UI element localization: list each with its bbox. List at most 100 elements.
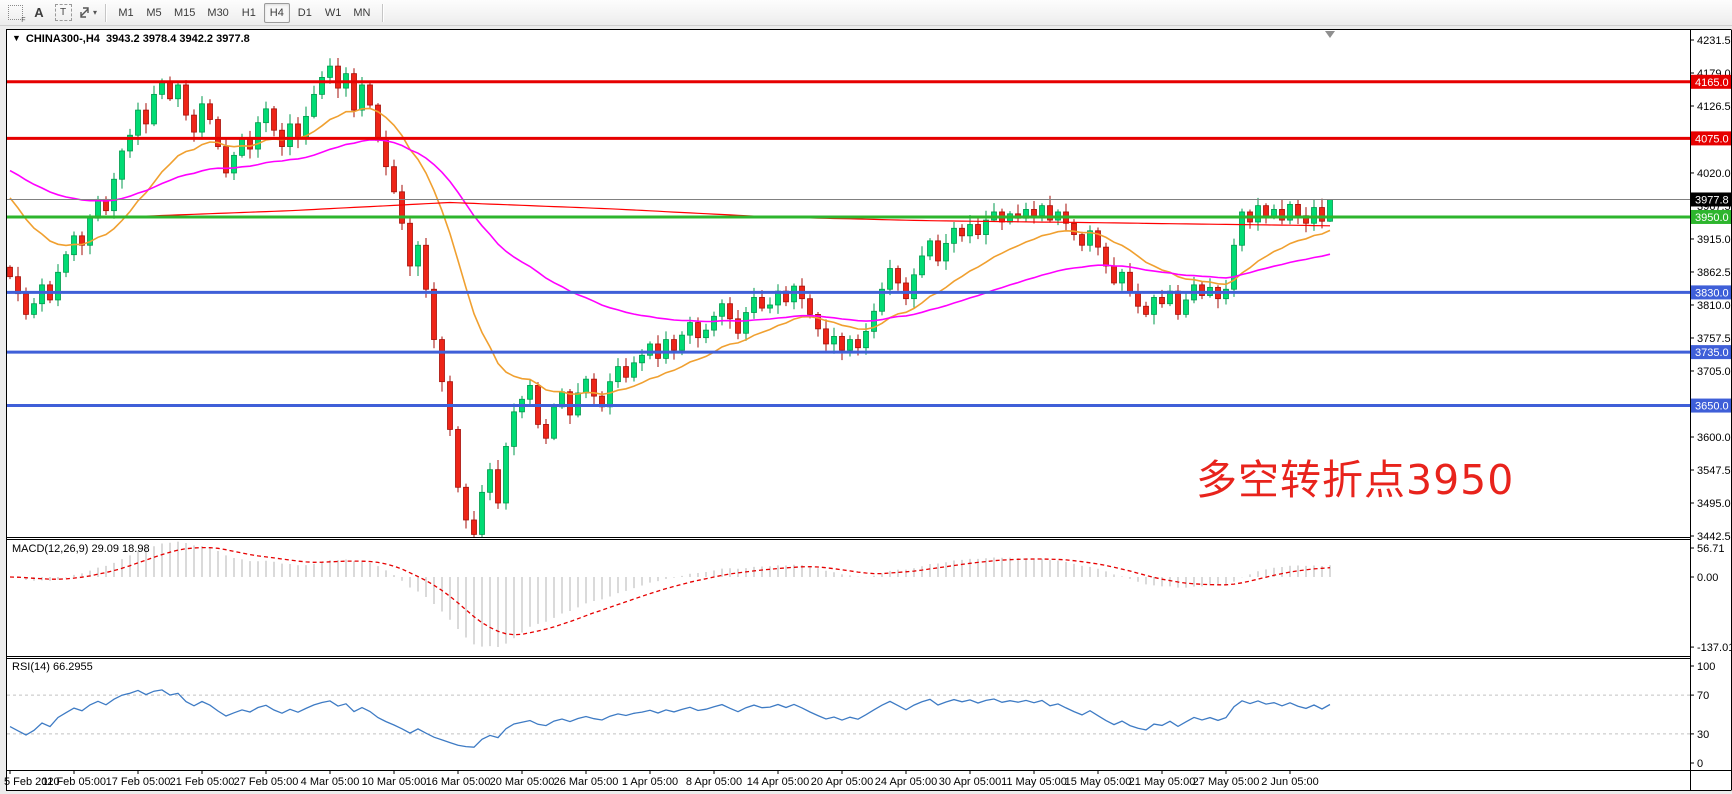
axis-tag-3830.0-text: 3830.0	[1695, 287, 1729, 299]
candle-down	[1199, 284, 1205, 296]
time-tick-label: 27 Feb 05:00	[234, 776, 299, 788]
candle-up	[719, 303, 725, 317]
timeframe-button-m5[interactable]: M5	[146, 6, 162, 19]
candle-up	[1087, 230, 1093, 246]
candle-down	[1071, 222, 1077, 235]
candle-down	[567, 391, 573, 416]
macd-signal-line	[9, 546, 1331, 636]
price-tick-label: 4020.0	[1697, 168, 1731, 180]
time-tick-label: 26 Mar 05:00	[554, 776, 619, 788]
dropdown-caret-icon[interactable]: ▾	[92, 8, 97, 17]
candle-up	[911, 274, 917, 300]
candle-down	[271, 108, 277, 131]
candle-down	[1159, 297, 1165, 305]
price-tick-label: 3705.0	[1697, 366, 1731, 378]
candle-up	[583, 378, 589, 394]
candle-up	[199, 103, 205, 133]
candle-down	[1295, 203, 1301, 217]
timeframe-button-w1[interactable]: W1	[324, 6, 342, 19]
timeframe-button-m30[interactable]: M30	[207, 6, 229, 19]
macd-axis-label: 0.00	[1697, 572, 1718, 584]
candle-down	[735, 318, 741, 334]
candle-down	[895, 268, 901, 284]
candle-down	[215, 119, 221, 147]
collapse-triangle-icon[interactable]: ▼	[12, 33, 21, 43]
candle-up	[63, 254, 69, 273]
candle-down	[839, 336, 845, 351]
candle-up	[1239, 211, 1245, 246]
candle-up	[1151, 297, 1157, 315]
candle-up	[95, 198, 101, 219]
timeframe-button-d1[interactable]: D1	[297, 6, 312, 19]
candle-up	[831, 336, 837, 345]
candle-down	[1175, 290, 1181, 315]
candle-down	[247, 137, 253, 150]
symbol-quote-text: CHINA300-,H4 3943.2 3978.4 3942.2 3977.8	[25, 33, 250, 45]
candle-down	[695, 322, 701, 339]
timeframe-button-h4[interactable]: H4	[263, 2, 290, 23]
candle-up	[1223, 288, 1229, 300]
price-axis[interactable]: 4231.54179.04126.54020.03967.53915.03862…	[1690, 35, 1732, 770]
diagonal-arrows-icon[interactable]: ▾	[76, 3, 98, 23]
timeframe-buttons: M1 M5 M15 M30 H1 H4 D1 W1 MN	[113, 2, 375, 23]
candle-down	[823, 328, 829, 345]
timeframe-button-h1[interactable]: H1	[241, 6, 256, 19]
candle-down	[383, 139, 389, 168]
candle-up	[847, 339, 853, 351]
candle-down	[335, 65, 341, 89]
time-tick-label: 1 Apr 05:00	[622, 776, 678, 788]
candle-up	[743, 312, 749, 334]
candle-up	[887, 268, 893, 290]
candle-up	[287, 123, 293, 147]
candle-down	[367, 84, 373, 106]
candle-up	[767, 304, 773, 309]
axis-tag-current-text: 3977.8	[1695, 194, 1729, 206]
price-tick-label: 3547.5	[1697, 465, 1731, 477]
text-box-icon-box: T	[54, 4, 72, 21]
candle-down	[543, 424, 549, 439]
timeframe-button-m1[interactable]: M1	[118, 6, 134, 19]
time-tick-label: 24 Apr 05:00	[875, 776, 937, 788]
time-tick-label: 4 Mar 05:00	[301, 776, 360, 788]
time-tick-label: 27 May 05:00	[1193, 776, 1260, 788]
rsi-axis-label: 30	[1697, 729, 1709, 741]
rsi-line	[9, 689, 1331, 748]
macd-indicator-label: MACD(12,26,9) 29.09 18.98	[12, 543, 150, 555]
candle-up	[511, 411, 517, 447]
text-box-icon[interactable]: T	[52, 3, 74, 23]
time-tick-label: 21 May 05:00	[1129, 776, 1196, 788]
timeframe-button-m15[interactable]: M15	[174, 6, 196, 19]
time-tick-label: 8 Apr 05:00	[686, 776, 742, 788]
candle-up	[607, 381, 613, 408]
ma-slow-line	[121, 201, 1331, 227]
candle-up	[551, 406, 557, 439]
candle-up	[127, 134, 133, 152]
candle-up	[135, 109, 141, 136]
chart-shift-marker-icon[interactable]	[1325, 31, 1335, 38]
text-a-icon[interactable]: A	[28, 3, 50, 23]
time-tick-label: 10 Mar 05:00	[362, 776, 427, 788]
candle-up	[663, 339, 669, 359]
candle-down	[7, 266, 13, 278]
candle-down	[935, 240, 941, 262]
ma-medium-line	[9, 138, 1331, 323]
candle-up	[39, 284, 45, 305]
candle-down	[223, 146, 229, 174]
axis-tag-3735.0-text: 3735.0	[1695, 347, 1729, 359]
symbol-quote-header: ▼ CHINA300-,H4 3943.2 3978.4 3942.2 3977.…	[12, 33, 250, 45]
timeframe-button-mn[interactable]: MN	[353, 6, 371, 19]
candle-up	[639, 354, 645, 364]
candle-up	[359, 84, 365, 111]
axis-tag-4165.0-text: 4165.0	[1695, 77, 1729, 89]
candle-up	[863, 330, 869, 349]
candle-down	[407, 222, 413, 267]
time-tick-label: 2 Jun 05:00	[1261, 776, 1319, 788]
axis-tag-3830.0-bg	[1691, 285, 1732, 300]
axis-tag-3950.0-bg	[1691, 209, 1732, 224]
candle-down	[351, 73, 357, 111]
frame-f-icon[interactable]: F	[4, 3, 26, 24]
candle-up	[983, 219, 989, 235]
